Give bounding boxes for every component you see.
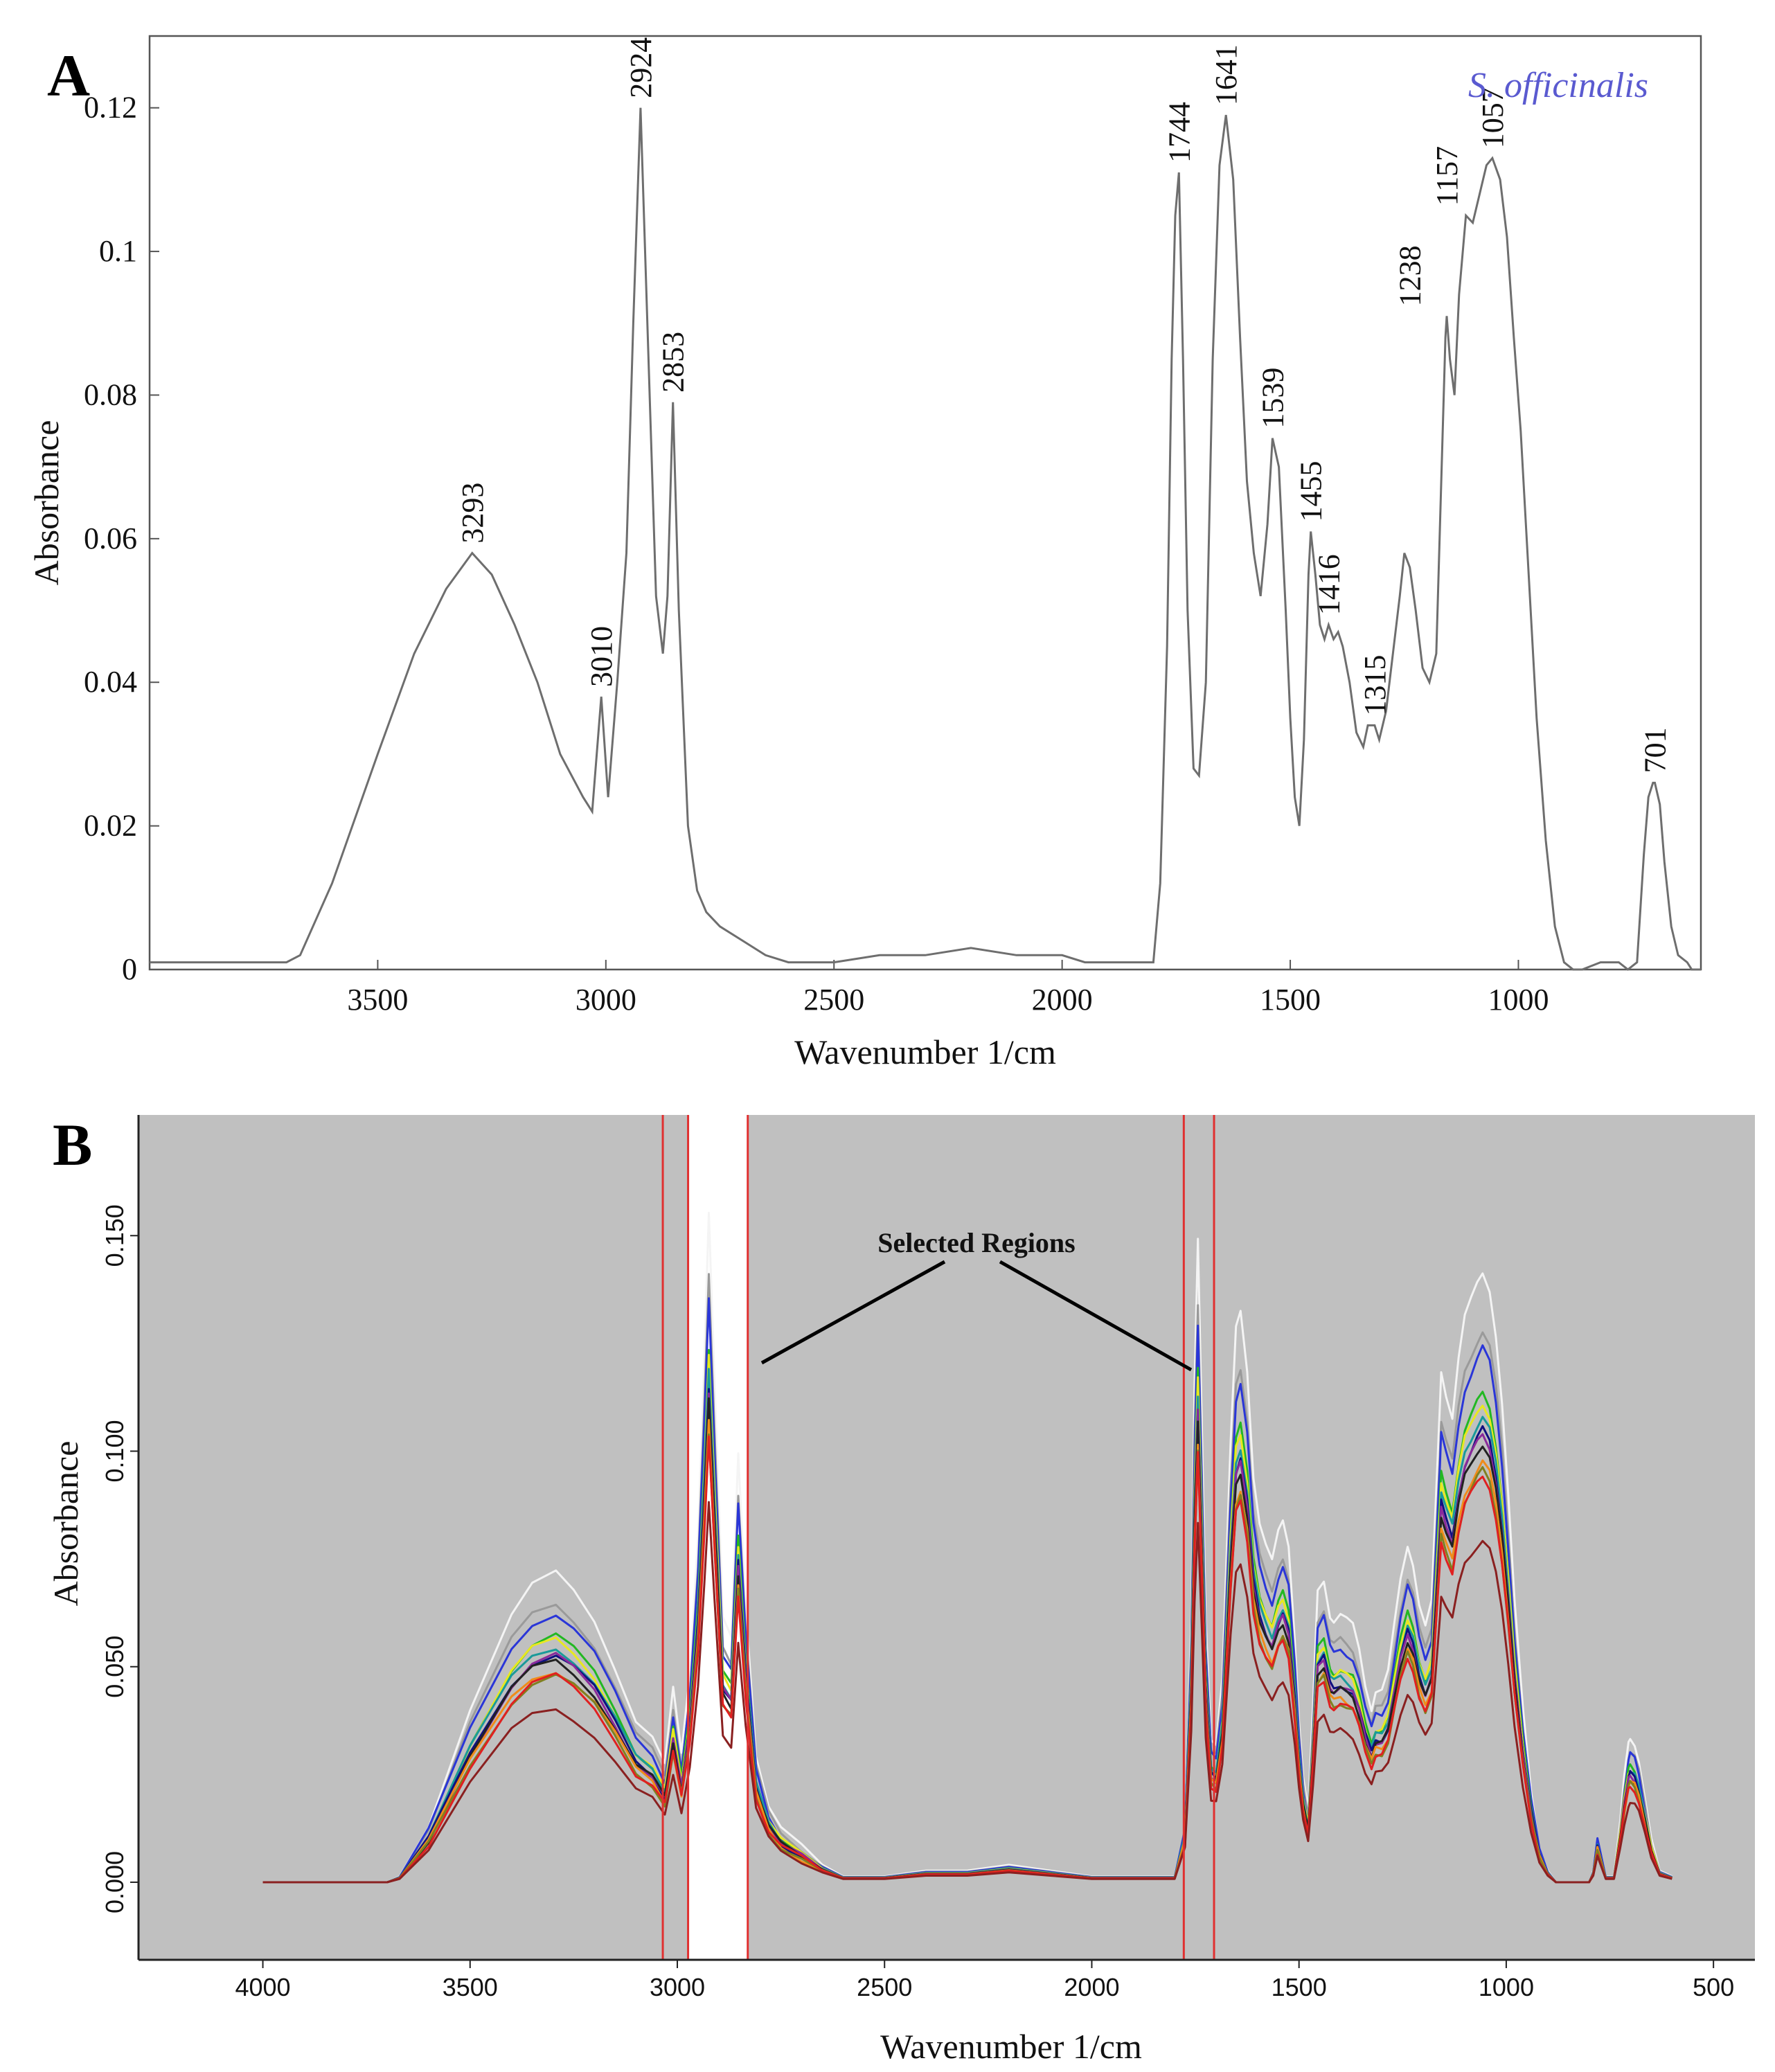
panel-b-region-lines bbox=[661, 1115, 1215, 1960]
panel-a-letter: A bbox=[47, 42, 90, 109]
peak-label: 3293 bbox=[456, 483, 490, 544]
panel-b-x-tick-label: 1000 bbox=[1479, 1973, 1534, 2001]
panel-b-x-tick-label: 2500 bbox=[857, 1973, 912, 2001]
panel-b-y-ticks: 0.000 0.050 0.100 0.150 bbox=[100, 1204, 139, 1913]
panel-b-axes bbox=[137, 1115, 1755, 1961]
peak-label: 1539 bbox=[1256, 368, 1290, 429]
panel-a-species-annotation: S. officinalis bbox=[1468, 66, 1648, 105]
panel-b-x-tick-label: 2000 bbox=[1064, 1973, 1119, 2001]
panel-a-y-ticks: 0 0.02 0.04 0.06 0.08 0.1 0.12 bbox=[84, 91, 159, 986]
panel-a-y-tick-label: 0.02 bbox=[84, 809, 137, 843]
panel-a-x-axis-title: Wavenumber 1/cm bbox=[794, 1033, 1056, 1071]
panel-a-y-tick-label: 0 bbox=[122, 952, 137, 986]
panel-a-y-tick-label: 0.06 bbox=[84, 521, 137, 555]
panel-a-x-tick-label: 3500 bbox=[347, 983, 408, 1017]
peak-label: 2924 bbox=[624, 37, 658, 98]
spectrum-line-brown bbox=[262, 1501, 1673, 1884]
panel-b-y-axis-title: Absorbance bbox=[46, 1441, 85, 1607]
selected-regions-label: Selected Regions bbox=[877, 1227, 1076, 1258]
panel-a-y-axis-title: Absorbance bbox=[27, 420, 66, 586]
annotation-pointer-right bbox=[999, 1260, 1193, 1372]
panel-b-x-tick-label: 3500 bbox=[443, 1973, 498, 2001]
panel-b-x-tick-label: 500 bbox=[1693, 1973, 1734, 2001]
peak-label: 1057 bbox=[1476, 87, 1510, 148]
panel-a-x-tick-label: 1000 bbox=[1488, 983, 1549, 1017]
panel-a-x-tick-label: 2500 bbox=[803, 983, 864, 1017]
annotation-pointer-left bbox=[760, 1260, 946, 1365]
panel-a-y-tick-label: 0.1 bbox=[99, 234, 137, 268]
panel-b-y-tick-label: 0.150 bbox=[100, 1204, 129, 1267]
panel-b-y-tick-label: 0.000 bbox=[100, 1851, 129, 1913]
peak-label: 1744 bbox=[1162, 102, 1196, 163]
panel-b: B 0.000 0.050 0.100 0.150 4000 3500 3000 2500 2… bbox=[46, 1111, 1755, 2066]
panel-b-plot-background bbox=[139, 1115, 1755, 1960]
peak-label: 701 bbox=[1638, 727, 1672, 773]
panel-b-x-ticks: 4000 3500 3000 2500 2000 1500 1000 500 bbox=[235, 1960, 1734, 2001]
panel-a-y-tick-label: 0.08 bbox=[84, 377, 137, 411]
peak-label: 1641 bbox=[1209, 44, 1243, 105]
peak-label: 1238 bbox=[1393, 245, 1427, 306]
panel-b-letter: B bbox=[53, 1111, 92, 1178]
panel-b-x-axis-title: Wavenumber 1/cm bbox=[880, 2027, 1142, 2066]
peak-label: 1416 bbox=[1312, 554, 1346, 615]
panel-b-y-tick-label: 0.100 bbox=[100, 1420, 129, 1482]
panel-b-spectra bbox=[262, 1211, 1673, 1884]
panel-b-x-tick-label: 1500 bbox=[1272, 1973, 1327, 2001]
peak-label: 3010 bbox=[585, 626, 618, 687]
spectrum-line-red bbox=[262, 1435, 1673, 1884]
panel-b-x-tick-label: 4000 bbox=[235, 1973, 290, 2001]
peak-label: 1455 bbox=[1294, 461, 1328, 521]
peak-label: 1315 bbox=[1358, 654, 1392, 715]
panel-a-x-tick-label: 3000 bbox=[576, 983, 636, 1017]
peak-label: 1157 bbox=[1430, 146, 1464, 206]
panel-b-annotation: Selected Regions bbox=[760, 1227, 1193, 1372]
panel-a-y-tick-label: 0.04 bbox=[84, 665, 137, 699]
spectrum-line-white bbox=[262, 1211, 1673, 1884]
spectrum-line-blue bbox=[262, 1297, 1673, 1884]
panel-a: A 0 0.02 0.04 0.06 0.08 0.1 0.12 3500 3000 2500 2… bbox=[27, 35, 1702, 1071]
panel-a-plot-frame bbox=[148, 35, 1702, 971]
peak-label: 2853 bbox=[657, 332, 690, 393]
panel-a-x-tick-label: 1500 bbox=[1260, 983, 1321, 1017]
panel-a-x-ticks: 3500 3000 2500 2000 1500 1000 bbox=[347, 960, 1549, 1017]
panel-b-y-tick-label: 0.050 bbox=[100, 1636, 129, 1698]
panel-b-x-tick-label: 3000 bbox=[650, 1973, 705, 2001]
panel-a-spectrum-line bbox=[150, 107, 1701, 971]
panel-a-y-tick-label: 0.12 bbox=[84, 91, 137, 125]
panel-a-x-tick-label: 2000 bbox=[1032, 983, 1093, 1017]
